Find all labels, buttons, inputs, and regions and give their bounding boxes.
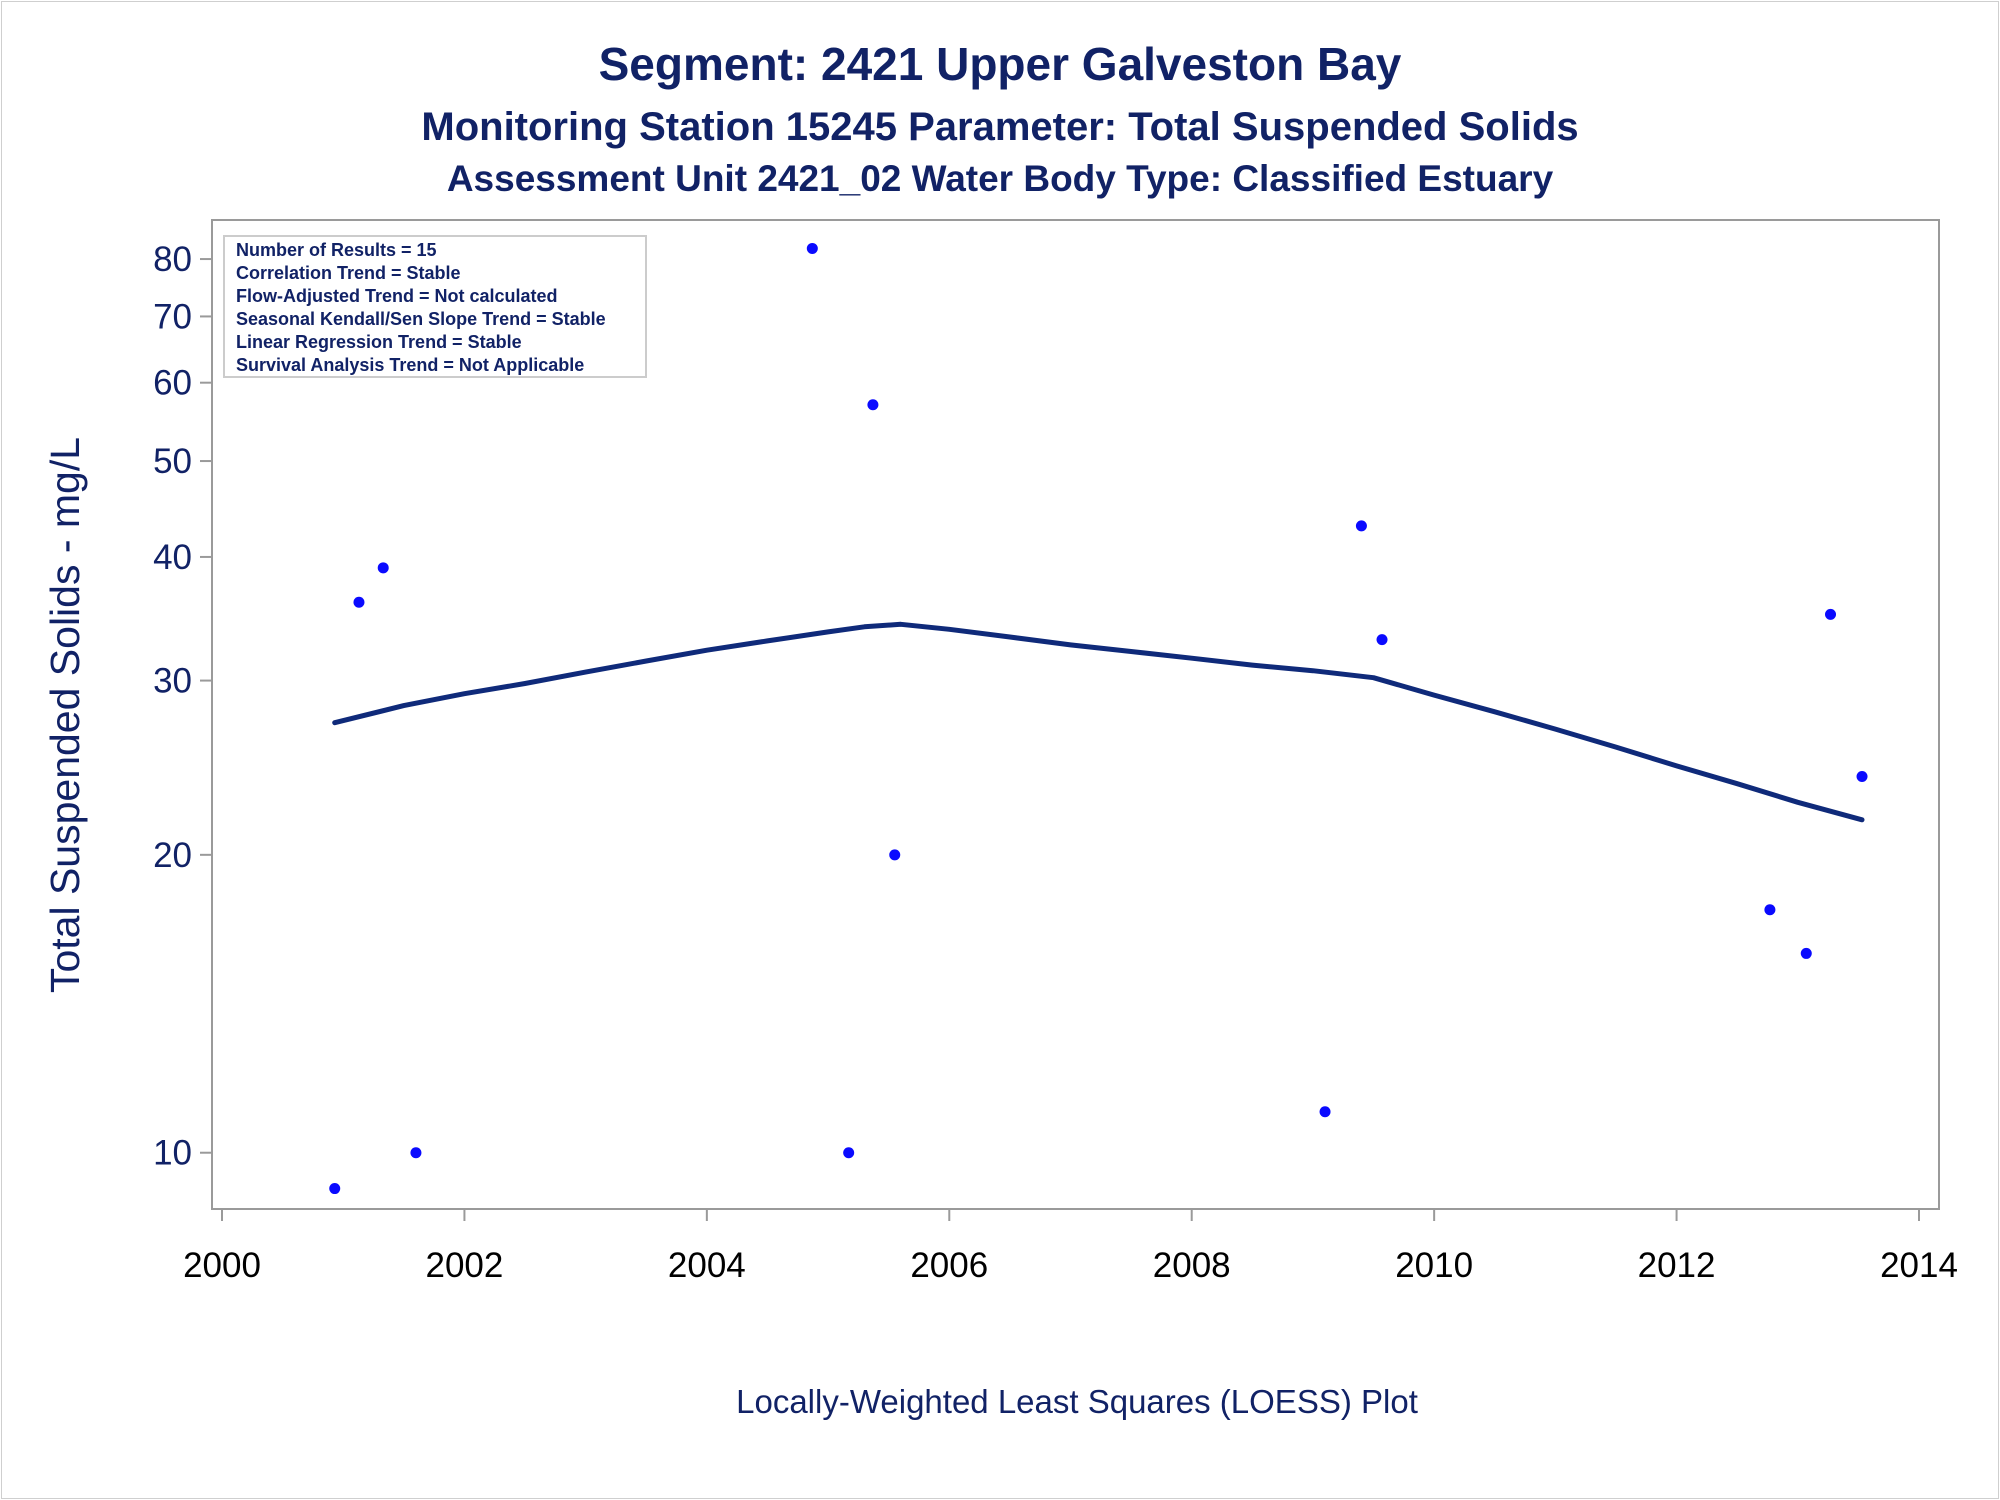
- data-point: [1319, 1106, 1331, 1118]
- chart-title: Segment: 2421 Upper Galveston Bay: [599, 38, 1402, 90]
- y-axis-label: Total Suspended Solids - mg/L: [42, 437, 88, 993]
- stats-line-6: Survival Analysis Trend = Not Applicable: [236, 355, 584, 375]
- y-tick-label: 30: [153, 662, 192, 701]
- data-point: [1376, 634, 1388, 646]
- data-point: [1800, 947, 1812, 959]
- data-point: [867, 399, 879, 411]
- y-tick-label: 20: [153, 836, 192, 875]
- chart-subtitle: Monitoring Station 15245 Parameter: Tota…: [421, 105, 1578, 149]
- loess-curve-layer: [332, 621, 1865, 823]
- x-tick-label: 2008: [1153, 1246, 1231, 1285]
- data-point: [377, 562, 389, 574]
- data-point: [1856, 770, 1868, 782]
- stats-box-border: [223, 235, 647, 378]
- data-point: [329, 1183, 341, 1195]
- x-tick-label: 2012: [1638, 1246, 1716, 1285]
- x-tick-label: 2002: [425, 1246, 503, 1285]
- stats-line-1: Number of Results = 15: [236, 240, 437, 260]
- stats-line-4: Seasonal Kendall/Sen Slope Trend = Stabl…: [236, 309, 606, 329]
- x-tick-label: 2006: [910, 1246, 988, 1285]
- data-point: [1825, 608, 1837, 620]
- stats-box: Number of Results = 15 Correlation Trend…: [223, 235, 647, 378]
- x-tick-label: 2000: [183, 1246, 261, 1285]
- x-tick-label: 2014: [1880, 1246, 1958, 1285]
- data-points-layer: [329, 242, 1868, 1195]
- data-point: [1355, 520, 1367, 532]
- stats-line-2: Correlation Trend = Stable: [236, 263, 461, 283]
- y-tick-label: 60: [153, 364, 192, 403]
- y-tick-label: 10: [153, 1134, 192, 1173]
- data-point: [806, 242, 818, 254]
- plot-area-border: [211, 219, 1940, 1210]
- x-tick-label: 2010: [1395, 1246, 1473, 1285]
- y-tick-label: 40: [153, 538, 192, 577]
- data-point: [410, 1147, 422, 1159]
- data-point: [1764, 904, 1776, 916]
- chart-footnote: Locally-Weighted Least Squares (LOESS) P…: [736, 1383, 1418, 1420]
- y-tick-label: 70: [153, 297, 192, 336]
- data-point: [843, 1147, 855, 1159]
- loess-curve: [332, 621, 1865, 823]
- chart-subtitle-2: Assessment Unit 2421_02 Water Body Type:…: [447, 158, 1554, 199]
- y-tick-label: 50: [153, 442, 192, 481]
- stats-line-3: Flow-Adjusted Trend = Not calculated: [236, 286, 558, 306]
- y-tick-label: 80: [153, 240, 192, 279]
- data-point: [889, 849, 901, 861]
- axes-layer: 10 20 30 40 50 60 70 80 2000 2002 2004 2006 2008 2010…: [153, 240, 1958, 1285]
- stats-line-5: Linear Regression Trend = Stable: [236, 332, 522, 352]
- data-point: [353, 596, 365, 608]
- x-tick-label: 2004: [668, 1246, 746, 1285]
